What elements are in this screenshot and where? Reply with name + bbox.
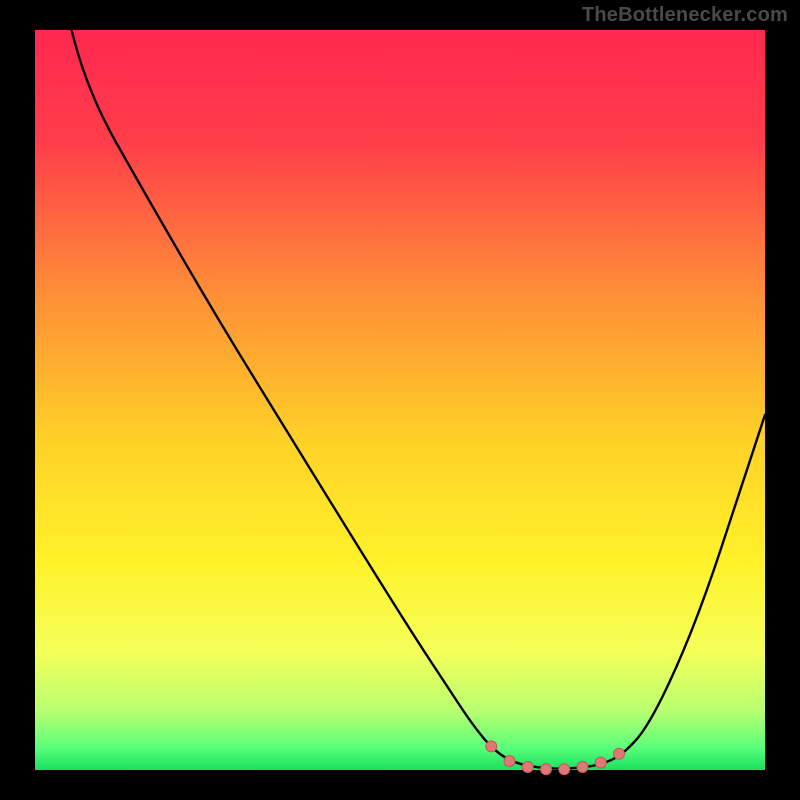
bottleneck-curve-chart	[0, 0, 800, 800]
marker-point	[504, 756, 515, 767]
marker-point	[522, 762, 533, 773]
plot-background	[35, 30, 765, 770]
watermark-text: TheBottlenecker.com	[582, 4, 788, 27]
marker-point	[541, 764, 552, 775]
marker-point	[614, 748, 625, 759]
marker-point	[559, 764, 570, 775]
marker-point	[595, 757, 606, 768]
chart-frame: TheBottlenecker.com	[0, 0, 800, 800]
marker-point	[577, 762, 588, 773]
marker-point	[486, 741, 497, 752]
